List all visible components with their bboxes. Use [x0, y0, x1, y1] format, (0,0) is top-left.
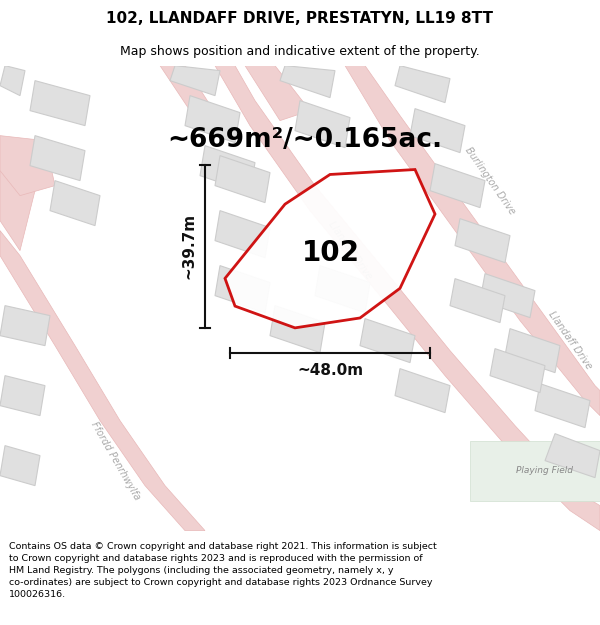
Polygon shape — [50, 181, 100, 226]
Polygon shape — [395, 66, 450, 102]
Polygon shape — [215, 156, 270, 202]
Polygon shape — [245, 66, 310, 121]
Polygon shape — [360, 319, 415, 362]
Text: ~39.7m: ~39.7m — [182, 213, 197, 279]
Text: Map shows position and indicative extent of the property.: Map shows position and indicative extent… — [120, 45, 480, 58]
Polygon shape — [0, 376, 45, 416]
Polygon shape — [505, 329, 560, 372]
Text: Burlington Drive: Burlington Drive — [463, 145, 517, 216]
Polygon shape — [225, 169, 435, 328]
Polygon shape — [0, 161, 35, 251]
Polygon shape — [315, 266, 370, 312]
Polygon shape — [185, 96, 240, 142]
Polygon shape — [295, 101, 350, 148]
Text: Llandaff Drive: Llandaff Drive — [326, 220, 374, 281]
Polygon shape — [480, 274, 535, 318]
Polygon shape — [200, 146, 255, 192]
Text: 102, LLANDAFF DRIVE, PRESTATYN, LL19 8TT: 102, LLANDAFF DRIVE, PRESTATYN, LL19 8TT — [107, 11, 493, 26]
Polygon shape — [170, 66, 220, 96]
Polygon shape — [0, 446, 40, 486]
Polygon shape — [535, 384, 590, 428]
Polygon shape — [345, 66, 600, 416]
Polygon shape — [410, 109, 465, 152]
Polygon shape — [30, 136, 85, 181]
Text: Contains OS data © Crown copyright and database right 2021. This information is : Contains OS data © Crown copyright and d… — [9, 542, 437, 599]
Text: Ffordd Penrhwylfa: Ffordd Penrhwylfa — [89, 420, 142, 501]
Polygon shape — [215, 211, 270, 258]
Polygon shape — [160, 66, 220, 126]
Polygon shape — [450, 279, 505, 322]
Text: Llandaff Drive: Llandaff Drive — [546, 310, 594, 371]
Polygon shape — [470, 441, 600, 501]
Polygon shape — [215, 66, 600, 531]
Polygon shape — [0, 136, 55, 196]
Polygon shape — [30, 81, 90, 126]
Text: ~48.0m: ~48.0m — [297, 363, 363, 378]
Polygon shape — [490, 349, 545, 392]
Polygon shape — [395, 369, 450, 413]
Text: 102: 102 — [302, 239, 360, 268]
Polygon shape — [0, 66, 25, 96]
Text: ~669m²/~0.165ac.: ~669m²/~0.165ac. — [167, 127, 443, 153]
Polygon shape — [545, 434, 600, 478]
Polygon shape — [215, 266, 270, 312]
Text: Playing Field: Playing Field — [517, 466, 574, 475]
Polygon shape — [455, 219, 510, 262]
Polygon shape — [270, 306, 325, 352]
Polygon shape — [430, 164, 485, 208]
Polygon shape — [280, 66, 335, 98]
Polygon shape — [0, 306, 50, 346]
Polygon shape — [0, 231, 205, 531]
